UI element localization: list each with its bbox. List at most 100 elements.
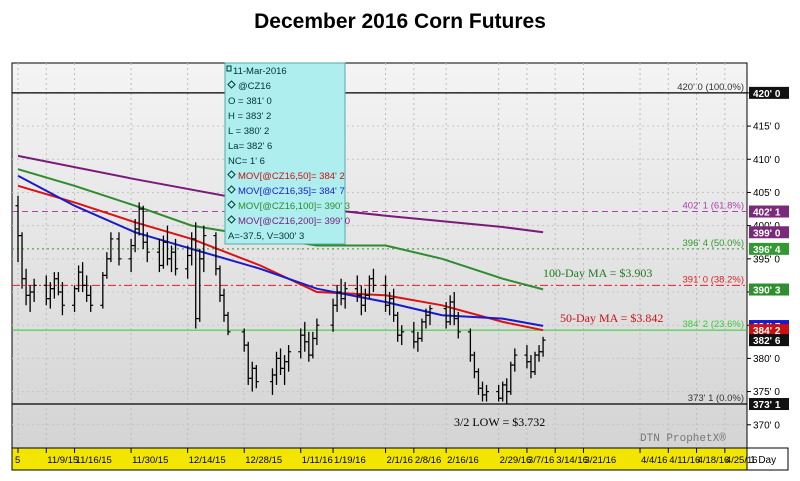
y-tick-label: 380' 0 (753, 354, 780, 365)
fib-label: 373' 1 (0.0%) (688, 393, 744, 404)
price-tag-bg (749, 334, 789, 347)
price-bar (88, 285, 94, 312)
price-tag-label: 382' 6 (753, 336, 781, 347)
x-tick-label: 11/30/15 (132, 455, 168, 466)
ma-line (17, 174, 544, 327)
price-bar (108, 232, 114, 263)
info-high: H = 383' 2 (228, 111, 271, 122)
timeframe-box[interactable] (746, 447, 789, 471)
price-bar (173, 238, 179, 276)
price-bar (144, 232, 150, 263)
price-bar (370, 268, 376, 293)
info-date: 11-Mar-2016 (233, 66, 287, 77)
price-bars (15, 195, 546, 405)
x-axis-band (11, 447, 748, 471)
y-tick-label: 405' 0 (753, 188, 780, 199)
price-tag-bg (749, 242, 789, 255)
info-net-change: NC= 1' 6 (228, 156, 265, 167)
x-tick-label: 2/1/16 (387, 455, 413, 466)
x-tick-label: 2/8/16 (415, 455, 441, 466)
chart-title: December 2016 Corn Futures (254, 10, 546, 33)
price-tag-label: 399' 0 (753, 228, 781, 239)
price-tag: 373' 1 (749, 398, 789, 411)
info-open: O = 381' 0 (228, 96, 272, 107)
watermark: DTN ProphetX® (640, 433, 726, 445)
price-bar (286, 345, 292, 372)
price-tag-bg (749, 398, 789, 411)
info-box[interactable]: 11-Mar-2016 @CZ16 O = 381' 0 H = 383' 2 … (224, 62, 350, 245)
info-mov100: MOV[@CZ16,100]= 390' 3 (238, 201, 350, 212)
price-bar (31, 278, 37, 302)
low-annotation: 3/2 LOW = $3.732 (454, 415, 545, 429)
price-tag-bg (749, 283, 789, 296)
price-bar (201, 225, 207, 273)
info-last: La= 382' 6 (228, 141, 272, 152)
fib-label: 391' 0 (38.2%) (683, 274, 745, 285)
price-tag-bg (749, 205, 789, 218)
info-mov35: MOV[@CZ16,35]= 384' 7 (238, 186, 345, 197)
ma100-annotation: 100-Day MA = $3.903 (543, 266, 652, 280)
price-bar (342, 282, 348, 309)
x-tick-label: 4/4/16 (641, 455, 667, 466)
x-tick-label: 11/9/15 (47, 455, 78, 466)
info-bullets (226, 65, 236, 224)
ma50-annotation: 50-Day MA = $3.842 (560, 311, 663, 325)
fib-label: 396' 4 (50.0%) (683, 238, 745, 249)
x-tick-label: 2/16/16 (447, 455, 479, 466)
price-tag-label: 396' 4 (753, 245, 781, 256)
diamond-icon (227, 170, 236, 179)
price-tag-bg (749, 86, 789, 99)
fib-label: 402' 1 (61.8%) (683, 201, 745, 212)
x-tick-label: 1/11/16 (302, 455, 333, 466)
price-tag: 399' 0 (749, 226, 789, 239)
diamond-icon (227, 215, 236, 224)
price-tag: 396' 4 (749, 242, 789, 256)
price-tag: 390' 3 (749, 283, 789, 297)
y-tick-label: 395' 0 (753, 254, 780, 265)
price-tag: 402' 1 (749, 205, 789, 219)
diamond-icon (227, 185, 236, 194)
y-tick-label: 370' 0 (753, 420, 780, 431)
price-bar (116, 232, 122, 266)
x-tick-label: 4/18/16 (698, 455, 730, 466)
price-bar (540, 336, 546, 357)
diamond-icon (227, 80, 236, 89)
fib-label: 420' 0 (100.0%) (677, 82, 744, 93)
price-tag-bg (749, 226, 789, 239)
price-bar (59, 282, 65, 316)
info-volume: A=-37.5, V=300' 3 (228, 231, 304, 242)
price-bar (225, 311, 231, 336)
price-tag-label: 402' 1 (753, 208, 781, 219)
price-tag-label: 420' 0 (753, 89, 781, 100)
pin-icon (226, 65, 232, 72)
price-tag: 420' 0 (749, 86, 789, 100)
fib-label: 384' 2 (23.6%) (683, 319, 745, 330)
x-tick-label: 12/28/15 (245, 455, 282, 466)
price-bar (314, 318, 320, 346)
price-bar (455, 311, 461, 339)
x-tick-label: 1/19/16 (334, 455, 366, 466)
x-tick-label: 3/21/16 (584, 455, 616, 466)
x-tick-label: 11/16/15 (76, 455, 112, 466)
price-bar (253, 365, 259, 389)
timeframe-label: 1 Day (750, 455, 776, 466)
price-tag-label: 390' 3 (753, 286, 781, 297)
price-tag-label: 384' 2 (753, 326, 781, 337)
x-tick-label: 3/7/16 (528, 455, 554, 466)
fibonacci-levels: 420' 0 (100.0%) 402' 1 (61.8%) 396' 4 (50.… (12, 82, 747, 405)
info-mov200: MOV[@CZ16,200]= 399' 0 (238, 216, 350, 227)
x-tick-label: 2/29/16 (500, 455, 532, 466)
plot-area (11, 62, 748, 449)
price-tag: 382' 6 (749, 334, 789, 347)
diamond-icon (227, 200, 236, 209)
price-tag: 384' 2 (749, 324, 789, 337)
info-mov50: MOV[@CZ16,50]= 384' 2 (238, 171, 345, 182)
price-bar (399, 325, 405, 346)
info-low: L = 380' 2 (228, 126, 269, 137)
x-tick-label: 3/14/16 (556, 455, 588, 466)
x-tick-label: 4/25/16 (726, 455, 758, 466)
price-tag-label: 373' 1 (753, 400, 781, 411)
